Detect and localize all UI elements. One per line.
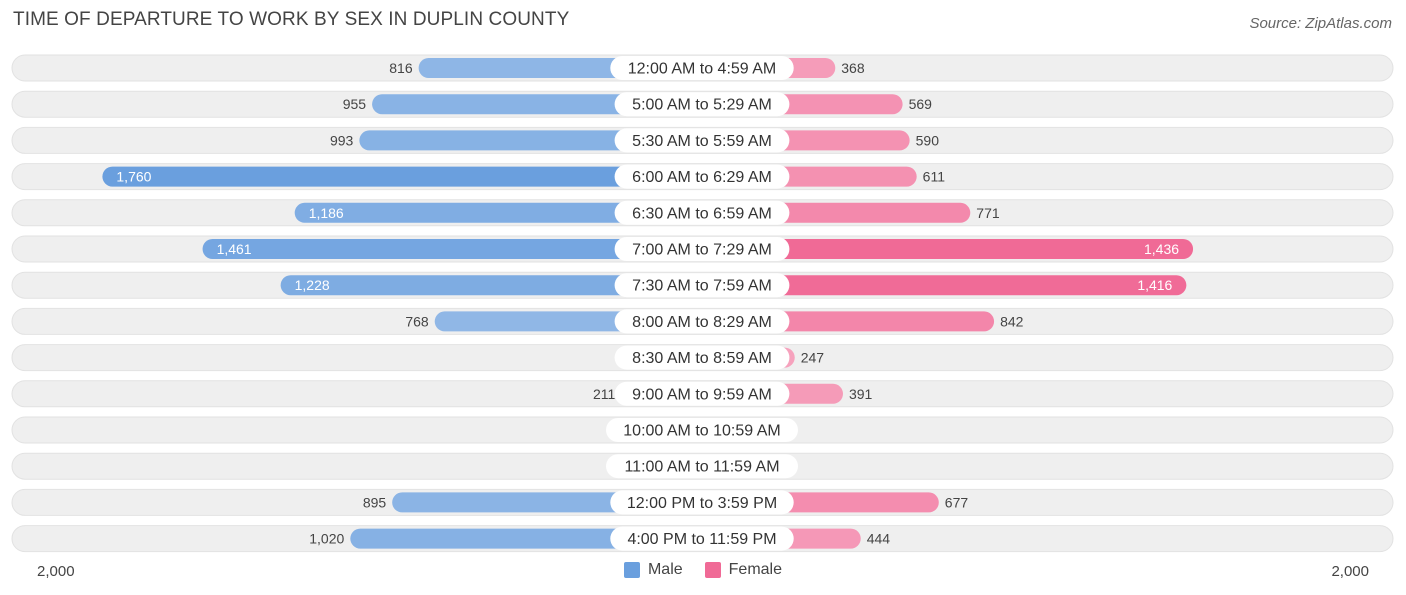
male-value-label: 955: [343, 96, 367, 112]
category-label-box: [614, 345, 790, 370]
female-bar: [702, 275, 1187, 296]
category-label: 6:30 AM to 6:59 AM: [632, 205, 772, 222]
legend-item-male: Male: [623, 561, 683, 579]
category-label-box: [614, 92, 790, 117]
female-value-label: 590: [916, 132, 940, 148]
male-value-label: 211: [593, 386, 616, 402]
male-value-label: 1,228: [295, 277, 330, 293]
legend-label-female: Female: [728, 561, 783, 578]
category-label-box: [610, 526, 794, 551]
category-label: 12:00 PM to 3:59 PM: [627, 495, 777, 512]
female-value-label: 247: [801, 350, 825, 366]
male-bar: [280, 275, 702, 296]
chart-title: TIME OF DEPARTURE TO WORK BY SEX IN DUPL…: [13, 9, 570, 30]
axis-left-label: 2,000: [37, 563, 75, 580]
category-label-box: [614, 309, 790, 334]
category-label: 5:30 AM to 5:59 AM: [632, 133, 772, 150]
source-note: Source: ZipAtlas.com: [1249, 15, 1392, 32]
category-label-box: [606, 454, 798, 479]
female-bar: [702, 239, 1194, 259]
category-label-box: [614, 200, 790, 225]
male-value-label: 993: [330, 132, 354, 148]
male-value-label: 1,020: [309, 531, 344, 547]
category-label: 8:00 AM to 8:29 AM: [632, 314, 772, 331]
category-label: 4:00 PM to 11:59 PM: [627, 531, 776, 548]
male-value-label: 1,760: [116, 169, 151, 185]
male-value-label: 768: [405, 313, 429, 329]
category-label: 12:00 AM to 4:59 AM: [628, 61, 777, 78]
female-value-label: 771: [976, 205, 1000, 221]
category-label-box: [606, 418, 798, 442]
legend-swatch-female: [704, 562, 721, 578]
male-value-label: 1,461: [217, 241, 252, 257]
diverging-bar-chart: 816 368 12:00 AM to 4:59 AM 955 569 5:00 AM t…: [11, 54, 1394, 553]
category-label-box: [614, 237, 790, 261]
female-value-label: 1,436: [1144, 241, 1179, 257]
category-label: 8:30 AM to 8:59 AM: [632, 350, 772, 367]
category-label: 11:00 AM to 11:59 AM: [624, 459, 779, 476]
category-label-box: [614, 273, 790, 298]
female-value-label: 1,416: [1137, 277, 1172, 293]
legend-swatch-male: [623, 562, 640, 578]
category-label-box: [610, 56, 794, 80]
male-bar: [102, 166, 702, 187]
category-label: 10:00 AM to 10:59 AM: [623, 423, 780, 440]
female-value-label: 842: [1000, 313, 1024, 329]
category-label-box: [610, 490, 794, 515]
legend-label-male: Male: [647, 561, 683, 578]
category-label-box: [614, 164, 790, 189]
female-value-label: 569: [909, 96, 933, 112]
male-value-label: 816: [389, 60, 413, 76]
category-label-box: [614, 381, 790, 406]
category-label-box: [614, 128, 790, 153]
legend: Male Female: [0, 561, 1406, 579]
female-value-label: 677: [945, 494, 969, 510]
category-label: 7:00 AM to 7:29 AM: [632, 242, 772, 259]
female-value-label: 391: [849, 386, 873, 402]
male-bar: [202, 239, 702, 259]
axis-right-label: 2,000: [1331, 563, 1369, 580]
male-value-label: 1,186: [309, 205, 344, 221]
female-value-label: 444: [867, 531, 891, 547]
category-label: 5:00 AM to 5:29 AM: [632, 97, 772, 114]
category-label: 7:30 AM to 7:59 AM: [632, 278, 772, 295]
category-label: 9:00 AM to 9:59 AM: [632, 386, 772, 403]
male-bar: [294, 202, 702, 223]
legend-item-female: Female: [704, 561, 783, 579]
female-value-label: 611: [923, 169, 946, 185]
male-value-label: 895: [363, 494, 387, 510]
category-label: 6:00 AM to 6:29 AM: [632, 169, 772, 186]
female-value-label: 368: [841, 60, 865, 76]
